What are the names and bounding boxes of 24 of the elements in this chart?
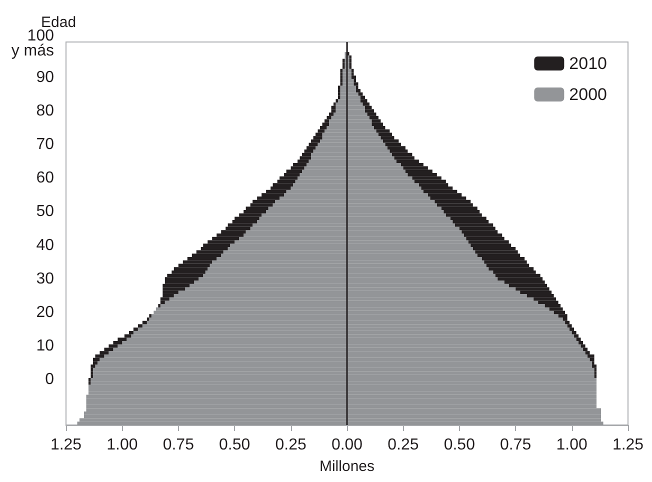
y-tick-label: 20 [36, 304, 54, 321]
x-tick-label: 0.25 [275, 436, 306, 454]
x-tick-label: 1.25 [612, 436, 644, 454]
x-tick-label: 0.25 [388, 436, 419, 454]
y-tick-label: 90 [36, 68, 54, 86]
x-tick-label: 0.00 [331, 436, 363, 454]
y-tick-label: 0 [45, 371, 54, 388]
legend-label: 2000 [569, 85, 608, 104]
legend-label: 2010 [569, 54, 608, 73]
y-tick-label: 80 [36, 102, 54, 120]
y-tick-label: 50 [36, 203, 54, 220]
x-tick-label: 0.75 [162, 436, 194, 454]
y-tick-label: 30 [36, 270, 54, 288]
x-tick-label: 0.50 [219, 436, 250, 454]
y-tick-label: 10 [36, 338, 54, 355]
x-axis-title: Millones [319, 458, 375, 475]
y-tick-label: 70 [36, 136, 54, 153]
x-tick-label: 1.00 [106, 436, 138, 454]
x-tick-label: 1.25 [50, 436, 82, 454]
y-tick-label: 60 [36, 170, 54, 187]
x-tick-label: 1.00 [556, 436, 588, 454]
x-tick-label: 0.75 [500, 436, 532, 454]
x-tick-label: 0.50 [444, 436, 476, 454]
y-tick-label: 40 [36, 236, 54, 254]
